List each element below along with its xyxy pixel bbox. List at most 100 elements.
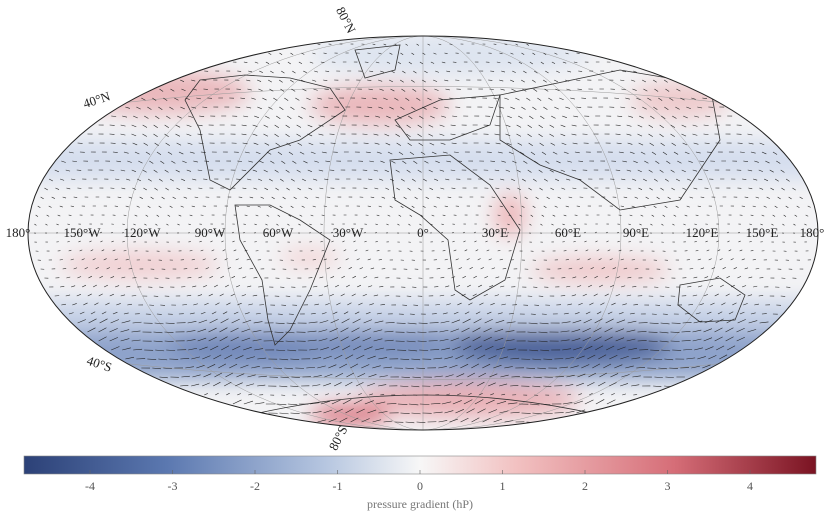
gradient-arrow xyxy=(571,169,577,172)
gradient-arrow xyxy=(694,241,697,243)
gradient-arrow xyxy=(260,196,265,199)
gradient-arrow xyxy=(364,400,374,405)
gradient-arrow xyxy=(615,169,621,171)
gradient-arrow xyxy=(714,293,719,297)
gradient-arrow xyxy=(406,340,416,343)
gradient-arrow xyxy=(622,303,627,306)
gradient-arrow xyxy=(362,337,372,342)
gradient-arrow xyxy=(485,399,495,405)
gradient-arrow xyxy=(180,106,185,110)
gradient-arrow xyxy=(605,231,608,234)
gradient-arrow xyxy=(185,366,194,369)
gradient-arrow xyxy=(248,393,253,396)
gradient-arrow xyxy=(243,115,249,118)
gradient-arrow xyxy=(523,160,528,164)
gradient-arrow xyxy=(725,293,730,297)
gradient-arrow xyxy=(639,223,642,226)
gradient-arrow xyxy=(379,178,384,181)
gradient-arrow xyxy=(568,196,573,199)
gradient-arrow xyxy=(554,79,559,83)
gradient-arrow xyxy=(231,318,240,324)
gradient-arrow xyxy=(521,205,525,208)
gradient-arrow xyxy=(627,187,632,190)
gradient-arrow xyxy=(197,169,203,172)
gradient-arrow xyxy=(632,178,637,181)
gradient-arrow xyxy=(684,313,690,315)
gradient-arrow xyxy=(703,169,709,171)
gradient-arrow xyxy=(99,231,102,234)
gradient-arrow xyxy=(236,285,241,288)
gradient-arrow xyxy=(689,268,694,270)
gradient-arrow xyxy=(598,381,606,387)
gradient-arrow xyxy=(737,276,742,279)
gradient-arrow xyxy=(490,393,494,396)
gradient-arrow xyxy=(500,374,509,378)
gradient-arrow xyxy=(532,385,541,388)
gradient-arrow xyxy=(417,340,427,342)
gradient-arrow xyxy=(34,223,37,226)
gradient-arrow xyxy=(312,205,316,208)
gradient-arrow xyxy=(416,43,420,46)
gradient-arrow xyxy=(628,115,634,118)
gradient-arrow xyxy=(324,373,333,378)
gradient-arrow xyxy=(682,322,692,324)
gradient-arrow xyxy=(356,284,362,288)
gradient-arrow xyxy=(518,223,521,226)
gradient-arrow xyxy=(145,151,151,155)
gradient-arrow xyxy=(550,142,556,146)
gradient-arrow xyxy=(447,196,452,198)
map-body xyxy=(28,36,818,430)
gradient-arrow xyxy=(506,321,516,324)
gradient-arrow xyxy=(291,376,300,378)
gradient-arrow xyxy=(312,384,321,387)
gradient-arrow xyxy=(286,187,290,191)
gradient-arrow xyxy=(343,311,349,315)
gradient-arrow xyxy=(274,124,279,128)
gradient-arrow xyxy=(123,151,129,154)
gradient-arrow xyxy=(335,372,344,378)
gradient-arrow xyxy=(197,294,203,297)
gradient-arrow xyxy=(541,214,545,217)
gradient-arrow xyxy=(445,374,454,378)
gradient-arrow xyxy=(268,79,272,83)
gradient-arrow xyxy=(396,142,402,146)
gradient-arrow xyxy=(199,115,205,118)
gradient-arrow xyxy=(665,88,670,92)
gradient-arrow xyxy=(439,294,445,297)
gradient-arrow xyxy=(241,124,247,127)
gradient-arrow xyxy=(83,302,88,306)
gradient-arrow xyxy=(719,354,728,360)
gradient-arrow xyxy=(125,205,129,208)
gradient-arrow xyxy=(434,88,439,91)
gradient-arrow xyxy=(595,399,605,405)
gradient-arrow xyxy=(257,79,262,82)
gradient-arrow xyxy=(208,293,213,297)
gradient-arrow xyxy=(529,115,534,119)
gradient-arrow xyxy=(242,142,248,145)
gradient-arrow xyxy=(133,223,136,226)
gradient-arrow xyxy=(574,151,580,154)
gradient-arrow xyxy=(493,97,498,100)
gradient-arrow xyxy=(544,88,549,92)
gradient-arrow xyxy=(450,169,456,171)
gradient-arrow xyxy=(376,312,382,315)
gradient-arrow xyxy=(312,259,316,261)
gradient-arrow xyxy=(556,160,561,164)
gradient-arrow xyxy=(199,346,208,351)
gradient-arrow xyxy=(353,399,363,405)
gradient-arrow xyxy=(230,327,239,333)
gradient-arrow xyxy=(715,318,724,324)
gradient-arrow xyxy=(405,97,410,101)
gradient-arrow xyxy=(133,348,143,351)
gradient-arrow xyxy=(317,419,327,423)
gradient-arrow xyxy=(611,302,616,306)
gradient-arrow xyxy=(633,70,637,73)
gradient-arrow xyxy=(120,133,126,136)
gradient-arrow xyxy=(697,106,703,109)
gradient-arrow xyxy=(444,383,453,387)
gradient-arrow xyxy=(369,70,374,73)
gradient-arrow xyxy=(781,187,785,191)
gradient-arrow xyxy=(369,393,374,396)
gradient-arrow xyxy=(247,374,256,378)
gradient-arrow xyxy=(695,312,701,315)
